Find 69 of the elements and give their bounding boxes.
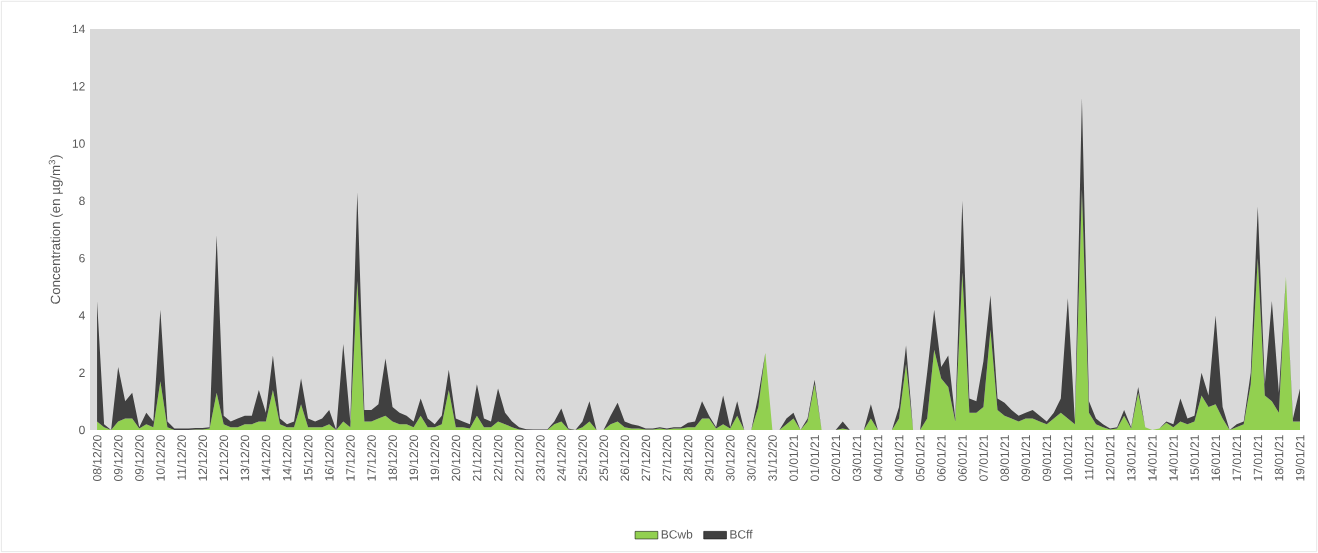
x-tick-label: 08/01/21 xyxy=(1000,435,1009,481)
x-tick-label: 05/01/21 xyxy=(915,435,925,481)
x-tick-label: 17/01/21 xyxy=(1253,435,1263,481)
x-tick-label: 13/12/20 xyxy=(240,435,250,481)
x-tick-label: 01/01/21 xyxy=(789,435,798,481)
x-tick-label: 14/12/20 xyxy=(261,435,271,481)
x-tick-label: 09/12/20 xyxy=(113,435,123,481)
x-tick-label: 19/01/21 xyxy=(1295,435,1305,481)
x-tick-label: 20/12/20 xyxy=(451,435,461,481)
y-tick-label: 12 xyxy=(72,82,85,91)
x-tick-label: 14/12/20 xyxy=(282,435,292,481)
x-tick-label: 24/12/20 xyxy=(556,435,566,481)
x-tick-label: 31/12/20 xyxy=(767,435,777,481)
x-tick-label: 22/12/20 xyxy=(493,435,503,481)
x-tick-label: 17/01/21 xyxy=(1232,435,1242,481)
x-tick-label: 11/01/21 xyxy=(1084,435,1094,480)
x-tick-label: 17/12/20 xyxy=(366,435,376,481)
x-tick-label: 25/12/20 xyxy=(578,435,587,481)
x-tick-label: 12/12/20 xyxy=(219,435,229,481)
x-tick-label: 10/12/20 xyxy=(155,435,165,481)
x-tick-label: 14/01/21 xyxy=(1147,435,1157,481)
x-tick-label: 09/01/21 xyxy=(1021,435,1031,481)
x-tick-label: 22/12/20 xyxy=(514,435,524,481)
y-tick-label: 6 xyxy=(79,253,85,263)
x-tick-label: 02/01/21 xyxy=(831,435,841,481)
x-tick-label: 12/12/20 xyxy=(198,435,207,481)
x-tick-label: 27/12/20 xyxy=(662,435,672,481)
x-tick-label: 16/12/20 xyxy=(324,435,334,481)
x-tick-label: 04/01/21 xyxy=(873,435,883,481)
y-tick-label: 0 xyxy=(79,425,85,435)
x-tick-label: 14/01/21 xyxy=(1168,435,1178,481)
legend-label: BCwb xyxy=(661,529,693,539)
y-axis-title: Concentration (en µg/m$^{3}$) xyxy=(48,155,63,304)
x-tick-label: 04/01/21 xyxy=(894,435,904,481)
x-tick-label: 09/01/21 xyxy=(1042,435,1052,481)
legend-label: BCff xyxy=(730,529,753,539)
x-tick-label: 15/01/21 xyxy=(1190,435,1199,481)
x-tick-label: 18/01/21 xyxy=(1274,435,1284,481)
y-tick-label: 2 xyxy=(79,368,85,377)
x-tick-label: 17/12/20 xyxy=(345,435,355,481)
y-tick-label: 10 xyxy=(72,139,85,148)
x-tick-label: 29/12/20 xyxy=(704,435,714,481)
x-tick-label: 15/12/20 xyxy=(303,435,313,481)
x-tick-label: 30/12/20 xyxy=(725,435,735,481)
x-tick-label: 12/01/21 xyxy=(1105,435,1115,481)
x-tick-label: 25/12/20 xyxy=(599,435,608,481)
y-tick-label: 14 xyxy=(72,24,85,34)
x-tick-label: 01/01/21 xyxy=(810,435,820,481)
x-tick-label: 13/01/21 xyxy=(1126,435,1136,481)
x-tick-label: 27/12/20 xyxy=(641,435,651,481)
x-tick-label: 06/01/21 xyxy=(957,435,967,481)
x-tick-label: 23/12/20 xyxy=(535,435,545,481)
x-tick-label: 30/12/20 xyxy=(746,435,756,481)
x-tick-label: 07/01/21 xyxy=(979,435,988,481)
x-tick-label: 08/12/20 xyxy=(92,435,102,481)
x-tick-label: 19/12/20 xyxy=(409,435,419,481)
x-tick-label: 28/12/20 xyxy=(683,435,693,481)
y-tick-label: 8 xyxy=(79,196,85,206)
x-tick-label: 21/12/20 xyxy=(472,435,482,481)
x-tick-label: 16/01/21 xyxy=(1211,435,1220,481)
y-tick-label: 4 xyxy=(78,311,85,320)
x-tick-label: 18/12/20 xyxy=(388,435,397,481)
x-tick-label: 10/01/21 xyxy=(1063,435,1073,481)
x-tick-label: 11/12/20 xyxy=(177,435,186,480)
x-tick-label: 26/12/20 xyxy=(620,435,630,481)
x-tick-label: 19/12/20 xyxy=(430,435,440,481)
x-tick-label: 09/12/20 xyxy=(134,435,144,481)
x-tick-label: 06/01/21 xyxy=(936,435,946,481)
x-tick-label: 03/01/21 xyxy=(852,435,862,481)
